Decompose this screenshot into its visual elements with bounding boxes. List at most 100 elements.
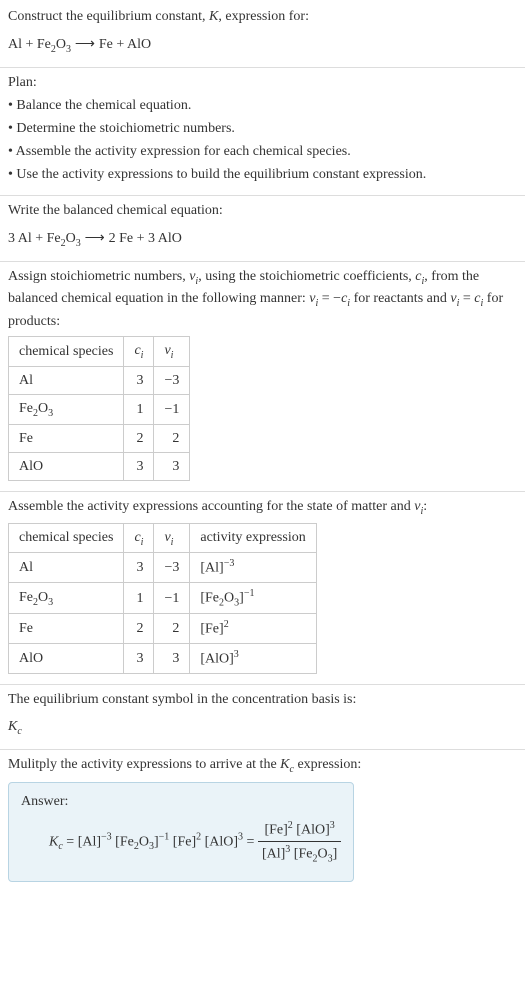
- sup: −1: [244, 588, 255, 599]
- t: ]: [333, 847, 338, 862]
- table-row: AlO 3 3: [9, 452, 190, 480]
- sp: AlO: [19, 651, 43, 666]
- t: O: [139, 835, 149, 850]
- prompt-line1: Construct the equilibrium constant, K, e…: [8, 6, 517, 27]
- t: Mulitply the activity expressions to arr…: [8, 757, 280, 772]
- c: 3: [124, 644, 154, 674]
- answer-label: Answer:: [21, 791, 341, 812]
- species: Fe2O3: [9, 583, 124, 614]
- lhs-b: O: [56, 37, 66, 52]
- table-row: Al 3 −3 [Al]−3: [9, 553, 317, 583]
- balanced-section: Write the balanced chemical equation: 3 …: [0, 196, 525, 262]
- sp: Al: [19, 373, 33, 388]
- col-c: ci: [124, 523, 154, 553]
- species: AlO: [9, 452, 124, 480]
- K: K: [49, 835, 58, 850]
- arrow: ⟶: [71, 35, 99, 51]
- t: O: [317, 847, 327, 862]
- sup: −1: [159, 832, 170, 843]
- answer-section: Mulitply the activity expressions to arr…: [0, 750, 525, 892]
- denominator: [Al]3 [Fe2O3]: [258, 842, 341, 866]
- sp: Fe: [19, 621, 33, 636]
- table-header-row: chemical species ci νi: [9, 337, 190, 367]
- answer-box: Answer: Kc = [Al]−3 [Fe2O3]−1 [Fe]2 [AlO…: [8, 782, 354, 881]
- plan-bullet: • Balance the chemical equation.: [8, 95, 517, 116]
- ae: [Fe: [200, 591, 219, 606]
- sp: Fe: [19, 431, 33, 446]
- lhs-a: Al + Fe: [8, 37, 51, 52]
- fraction: [Fe]2 [AlO]3[Al]3 [Fe2O3]: [258, 818, 341, 866]
- sp: O: [38, 401, 48, 416]
- eq-b: O: [66, 231, 76, 246]
- c: 1: [124, 394, 154, 424]
- plan-bullet: • Assemble the activity expression for e…: [8, 141, 517, 162]
- text: Construct the equilibrium constant,: [8, 9, 209, 24]
- t: expression:: [294, 757, 361, 772]
- col-species: chemical species: [9, 523, 124, 553]
- t: [AlO]: [201, 835, 238, 850]
- sup: 3: [330, 820, 335, 831]
- i: i: [171, 536, 174, 547]
- activity-section: Assemble the activity expressions accoun…: [0, 492, 525, 685]
- col-activity: activity expression: [190, 523, 316, 553]
- i: i: [171, 350, 174, 361]
- basis-section: The equilibrium constant symbol in the c…: [0, 685, 525, 750]
- nu: −3: [154, 366, 190, 394]
- activity-expr: [Fe]2: [190, 614, 316, 644]
- t: for reactants and: [350, 291, 450, 306]
- nu: 3: [154, 644, 190, 674]
- sp: Fe: [19, 590, 33, 605]
- sp: AlO: [19, 459, 43, 474]
- K: K: [209, 9, 218, 24]
- activity-table: chemical species ci νi activity expressi…: [8, 523, 317, 674]
- stoich-table: chemical species ci νi Al 3 −3 Fe2O3 1 −…: [8, 336, 190, 481]
- K: K: [8, 719, 17, 734]
- basis-Kc: Kc: [8, 716, 517, 739]
- reaction-equation: Al + Fe2O3 ⟶ Fe + AlO: [8, 33, 517, 57]
- sub: 3: [48, 597, 53, 608]
- t: =: [459, 291, 474, 306]
- activity-expr: [AlO]3: [190, 644, 316, 674]
- c: 2: [124, 424, 154, 452]
- table-row: Fe2O3 1 −1 [Fe2O3]−1: [9, 583, 317, 614]
- species: AlO: [9, 644, 124, 674]
- answer-expression: Kc = [Al]−3 [Fe2O3]−1 [Fe]2 [AlO]3 = [Fe…: [21, 818, 341, 866]
- sup: 2: [224, 619, 229, 630]
- arrow: ⟶: [81, 229, 109, 245]
- nu: 2: [154, 614, 190, 644]
- t: [Fe: [112, 835, 134, 850]
- balanced-equation: 3 Al + Fe2O3 ⟶ 2 Fe + 3 AlO: [8, 227, 517, 251]
- c: 1: [124, 583, 154, 614]
- species: Al: [9, 366, 124, 394]
- sup: −3: [101, 832, 112, 843]
- K: K: [280, 757, 289, 772]
- nu: −1: [154, 394, 190, 424]
- sp: O: [38, 590, 48, 605]
- sup: 3: [234, 649, 239, 660]
- t: Assemble the activity expressions accoun…: [8, 499, 414, 514]
- c: 2: [124, 614, 154, 644]
- nu: 2: [154, 424, 190, 452]
- plan-title: Plan:: [8, 72, 517, 93]
- nu: 3: [154, 452, 190, 480]
- nu: −3: [154, 553, 190, 583]
- nu: −1: [154, 583, 190, 614]
- t: :: [423, 499, 427, 514]
- t: = [Al]: [63, 835, 101, 850]
- activity-intro: Assemble the activity expressions accoun…: [8, 496, 517, 519]
- table-row: Fe 2 2 [Fe]2: [9, 614, 317, 644]
- c: 3: [124, 452, 154, 480]
- ae: [Al]: [200, 561, 223, 576]
- multiply-intro: Mulitply the activity expressions to arr…: [8, 754, 517, 777]
- i: i: [141, 350, 144, 361]
- sp: Fe: [19, 401, 33, 416]
- col-nu: νi: [154, 523, 190, 553]
- eq-a: 3 Al + Fe: [8, 231, 61, 246]
- species: Fe2O3: [9, 394, 124, 424]
- t: [AlO]: [293, 823, 330, 838]
- t: [Fe: [290, 847, 312, 862]
- rhs: 2 Fe + 3 AlO: [109, 231, 182, 246]
- ae: O: [224, 591, 234, 606]
- t: [Fe]: [264, 823, 287, 838]
- plan-section: Plan: • Balance the chemical equation. •…: [0, 68, 525, 196]
